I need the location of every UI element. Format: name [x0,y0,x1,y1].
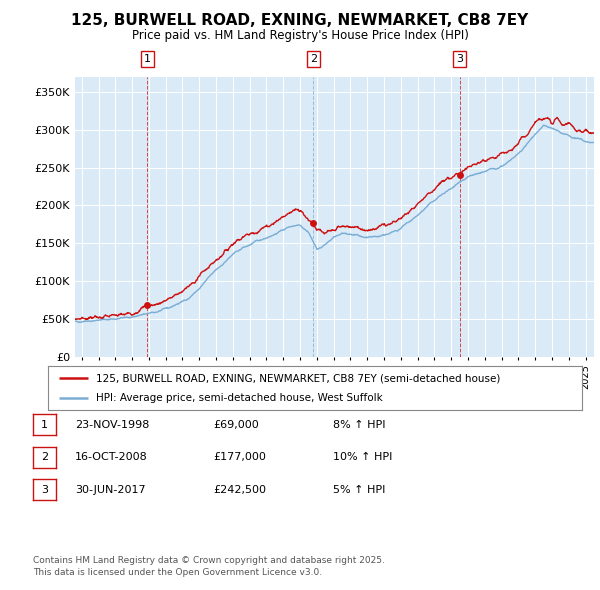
Text: 23-NOV-1998: 23-NOV-1998 [75,420,149,430]
Text: 16-OCT-2008: 16-OCT-2008 [75,453,148,462]
Text: 30-JUN-2017: 30-JUN-2017 [75,485,146,494]
Text: 2: 2 [41,453,48,462]
Text: 3: 3 [41,485,48,494]
Text: £177,000: £177,000 [213,453,266,462]
Text: 125, BURWELL ROAD, EXNING, NEWMARKET, CB8 7EY (semi-detached house): 125, BURWELL ROAD, EXNING, NEWMARKET, CB… [96,373,500,383]
Text: 8% ↑ HPI: 8% ↑ HPI [333,420,386,430]
Text: 1: 1 [144,54,151,64]
Text: Price paid vs. HM Land Registry's House Price Index (HPI): Price paid vs. HM Land Registry's House … [131,29,469,42]
Text: £69,000: £69,000 [213,420,259,430]
Text: 3: 3 [456,54,463,64]
Text: 2: 2 [310,54,317,64]
Text: £242,500: £242,500 [213,485,266,494]
Text: 1: 1 [41,420,48,430]
Text: 10% ↑ HPI: 10% ↑ HPI [333,453,392,462]
Text: 5% ↑ HPI: 5% ↑ HPI [333,485,385,494]
Text: HPI: Average price, semi-detached house, West Suffolk: HPI: Average price, semi-detached house,… [96,393,383,402]
Text: Contains HM Land Registry data © Crown copyright and database right 2025.
This d: Contains HM Land Registry data © Crown c… [33,556,385,577]
Text: 125, BURWELL ROAD, EXNING, NEWMARKET, CB8 7EY: 125, BURWELL ROAD, EXNING, NEWMARKET, CB… [71,13,529,28]
